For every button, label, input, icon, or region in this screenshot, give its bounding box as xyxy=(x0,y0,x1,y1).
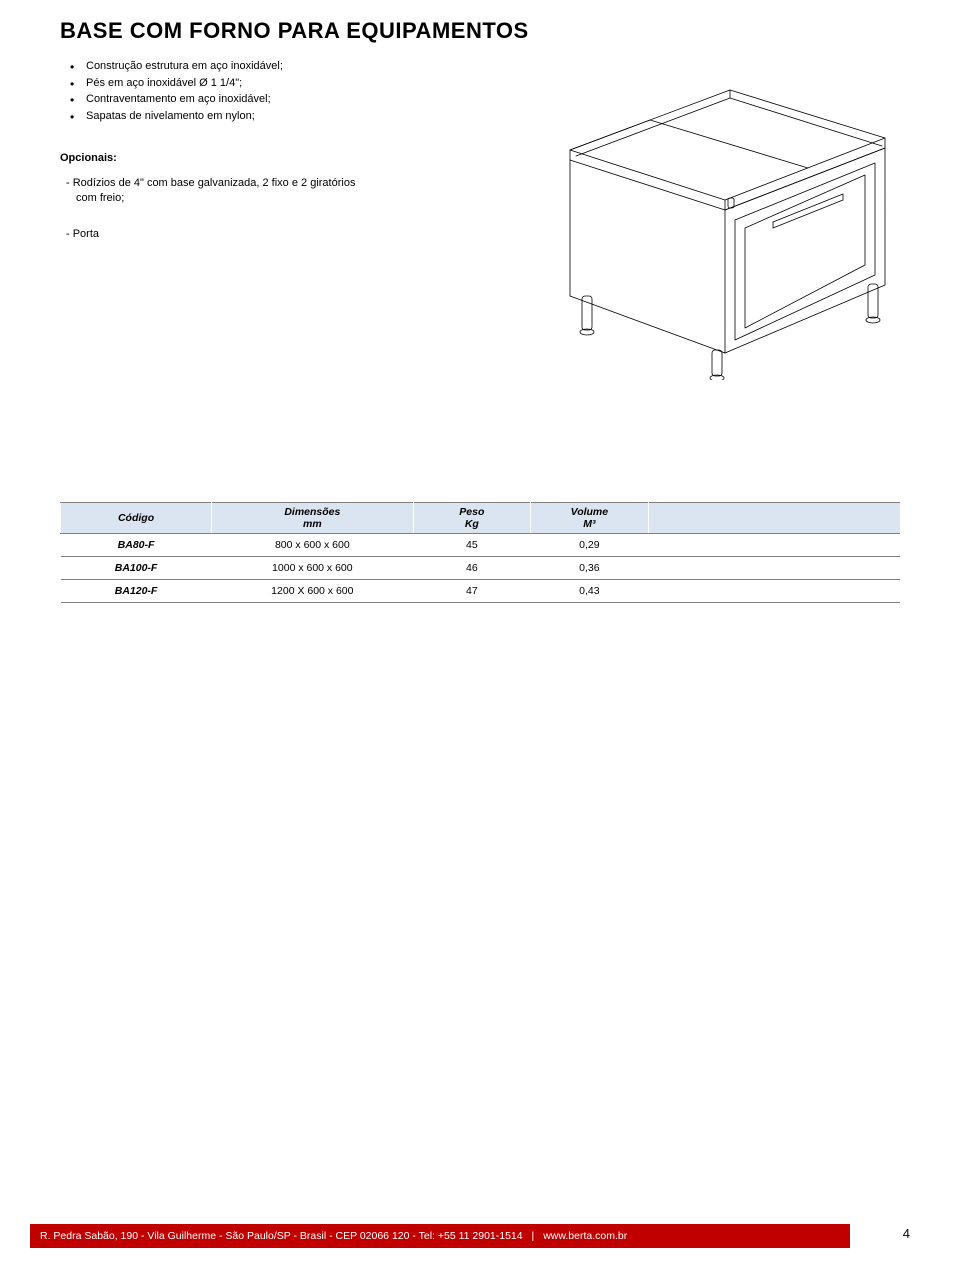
footer-bar: R. Pedra Sabão, 190 - Vila Guilherme - S… xyxy=(30,1224,850,1248)
col-label: Peso xyxy=(459,506,484,518)
cell-dimensoes: 800 x 600 x 600 xyxy=(212,534,413,557)
cell-volume: 0,36 xyxy=(531,557,649,580)
cell-volume: 0,43 xyxy=(531,580,649,603)
col-sub: Kg xyxy=(414,518,531,530)
footer-url: www.berta.com.br xyxy=(543,1230,627,1242)
cell-blank xyxy=(648,557,900,580)
table-row: BA100-F 1000 x 600 x 600 46 0,36 xyxy=(61,557,901,580)
page-title: BASE COM FORNO PARA EQUIPAMENTOS xyxy=(60,18,900,44)
cell-peso: 45 xyxy=(413,534,531,557)
col-codigo: Código xyxy=(61,503,212,534)
col-dimensoes: Dimensões mm xyxy=(212,503,413,534)
table-row: BA80-F 800 x 600 x 600 45 0,29 xyxy=(61,534,901,557)
col-blank xyxy=(648,503,900,534)
cell-codigo: BA100-F xyxy=(61,557,212,580)
cell-peso: 46 xyxy=(413,557,531,580)
col-label: Código xyxy=(118,512,154,524)
page-number: 4 xyxy=(903,1226,910,1241)
table-row: BA120-F 1200 X 600 x 600 47 0,43 xyxy=(61,580,901,603)
cell-peso: 47 xyxy=(413,580,531,603)
cell-blank xyxy=(648,580,900,603)
footer-separator: | xyxy=(532,1230,535,1242)
document-page: BASE COM FORNO PARA EQUIPAMENTOS Constru… xyxy=(0,0,960,1268)
col-label: Volume xyxy=(571,506,609,518)
footer-address: R. Pedra Sabão, 190 - Vila Guilherme - S… xyxy=(40,1230,523,1242)
col-peso: Peso Kg xyxy=(413,503,531,534)
col-volume: Volume M³ xyxy=(531,503,649,534)
cell-volume: 0,29 xyxy=(531,534,649,557)
page-footer: R. Pedra Sabão, 190 - Vila Guilherme - S… xyxy=(0,1224,960,1248)
cell-blank xyxy=(648,534,900,557)
optional-item-text: - Rodízios de 4" com base galvanizada, 2… xyxy=(66,177,355,189)
col-sub: mm xyxy=(212,518,412,530)
col-label: Dimensões xyxy=(284,506,340,518)
product-line-drawing xyxy=(530,60,910,380)
col-sub: M³ xyxy=(531,518,648,530)
cell-codigo: BA80-F xyxy=(61,534,212,557)
cell-codigo: BA120-F xyxy=(61,580,212,603)
cell-dimensoes: 1200 X 600 x 600 xyxy=(212,580,413,603)
spec-table: Código Dimensões mm Peso Kg Volume M³ xyxy=(60,502,900,603)
cell-dimensoes: 1000 x 600 x 600 xyxy=(212,557,413,580)
